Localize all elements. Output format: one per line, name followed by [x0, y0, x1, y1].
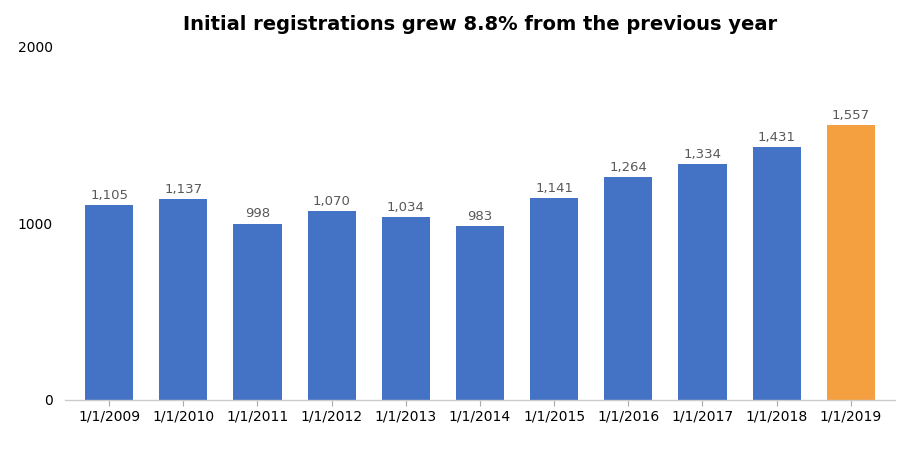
Bar: [827, 125, 875, 400]
Bar: [678, 164, 726, 400]
Title: Initial registrations grew 8.8% from the previous year: Initial registrations grew 8.8% from the…: [183, 16, 777, 34]
Text: 1,557: 1,557: [832, 109, 869, 122]
Bar: [159, 199, 208, 400]
Text: 1,070: 1,070: [313, 195, 351, 208]
Bar: [307, 211, 355, 400]
Bar: [85, 205, 133, 400]
Text: 1,105: 1,105: [90, 188, 128, 202]
Bar: [456, 226, 504, 400]
Bar: [382, 217, 430, 400]
Text: 998: 998: [245, 207, 270, 220]
Text: 1,137: 1,137: [164, 183, 202, 196]
Text: 1,431: 1,431: [758, 131, 796, 144]
Bar: [530, 198, 578, 400]
Text: 1,141: 1,141: [535, 182, 573, 195]
Text: 1,264: 1,264: [609, 161, 647, 173]
Bar: [752, 147, 801, 400]
Text: 983: 983: [467, 210, 493, 223]
Bar: [234, 224, 282, 400]
Text: 1,334: 1,334: [683, 148, 722, 161]
Bar: [605, 177, 653, 400]
Text: 1,034: 1,034: [387, 201, 425, 214]
